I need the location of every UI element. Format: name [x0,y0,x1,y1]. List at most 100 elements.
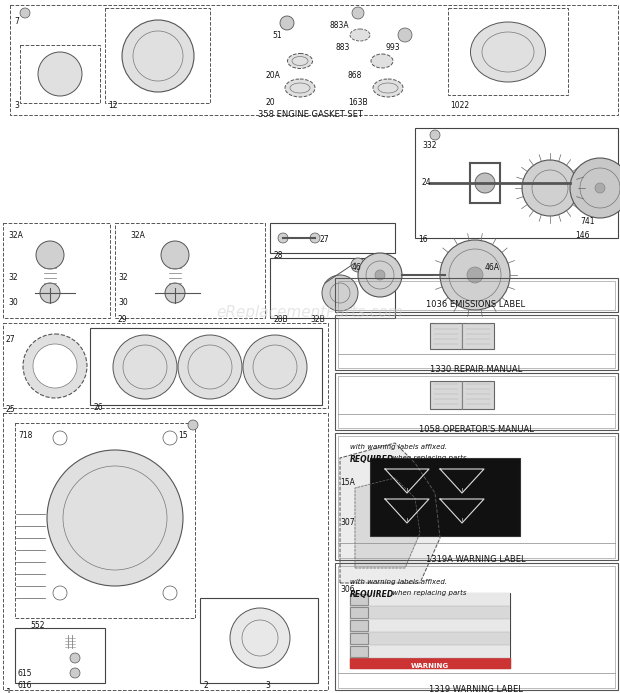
Ellipse shape [471,22,546,82]
Bar [15,423,195,618]
Text: 16: 16 [418,235,428,244]
Text: 146: 146 [575,231,590,240]
Circle shape [230,608,290,668]
Text: 46A: 46A [485,263,500,272]
Text: 718: 718 [18,431,32,440]
Text: 30: 30 [118,298,128,307]
Bar [338,281,615,310]
Ellipse shape [285,79,315,97]
Text: 15: 15 [178,431,188,440]
Bar [200,598,318,683]
Circle shape [430,130,440,140]
Text: 307: 307 [340,518,355,527]
Bar [335,373,618,430]
Text: 12: 12 [108,101,118,110]
Circle shape [475,173,495,193]
Circle shape [570,158,620,218]
Circle shape [165,283,185,303]
Circle shape [23,334,87,398]
Bar [335,433,618,560]
Circle shape [440,240,510,310]
Text: 552: 552 [30,621,45,630]
Bar [350,594,368,605]
Bar [350,658,510,668]
Polygon shape [355,478,420,568]
Text: 20A: 20A [265,71,280,80]
Text: 29: 29 [118,315,128,324]
Text: 868: 868 [348,71,362,80]
Circle shape [70,668,80,678]
Text: WARNING: WARNING [411,663,449,669]
Bar [90,328,322,405]
Text: REQUIRED: REQUIRED [350,590,394,599]
Bar [448,8,568,95]
Text: 615: 615 [18,669,32,678]
Bar [105,8,210,103]
Circle shape [161,241,189,269]
Bar [335,315,618,370]
Text: 15A: 15A [340,478,355,487]
Bar [20,45,100,103]
Circle shape [280,16,294,30]
Circle shape [38,52,82,96]
Text: 20: 20 [265,98,275,107]
Circle shape [375,505,385,515]
Bar [270,258,395,318]
Bar [338,376,615,428]
Text: 332: 332 [422,141,436,150]
Ellipse shape [350,29,370,41]
Text: 51: 51 [272,31,281,40]
Circle shape [351,258,365,272]
Bar [350,633,368,644]
Text: 1036 EMISSIONS LABEL: 1036 EMISSIONS LABEL [427,300,526,309]
Bar [350,593,510,668]
Bar [3,223,110,318]
Bar [335,563,618,690]
Bar [115,223,265,318]
Text: 993: 993 [385,43,400,52]
Circle shape [310,233,320,243]
Circle shape [375,270,385,280]
Text: 358 ENGINE GASKET SET: 358 ENGINE GASKET SET [257,110,363,119]
Text: with warning labels affixed.: with warning labels affixed. [350,444,447,450]
Circle shape [467,267,483,283]
Bar [338,436,615,558]
Bar [430,323,462,349]
Bar [350,645,510,658]
Text: 306: 306 [340,585,355,594]
Circle shape [36,241,64,269]
Text: 741: 741 [580,217,595,226]
Text: 27: 27 [6,335,16,344]
Text: eReplacementParts.com: eReplacementParts.com [216,306,404,320]
Text: 616: 616 [18,681,32,690]
Bar [350,606,510,619]
Text: 32B: 32B [310,315,325,324]
Circle shape [33,344,77,388]
Bar [350,620,368,631]
Bar [3,323,328,408]
Circle shape [522,160,578,216]
Circle shape [595,183,605,193]
Circle shape [243,335,307,399]
Polygon shape [340,443,440,583]
Text: 3: 3 [265,681,270,690]
Text: when replacing parts: when replacing parts [390,455,466,461]
Bar [3,413,328,690]
Text: 24: 24 [422,178,432,187]
Bar [350,646,368,657]
Text: !: ! [461,488,463,494]
Ellipse shape [371,54,393,68]
Circle shape [178,335,242,399]
Text: 32: 32 [118,273,128,282]
Bar [370,458,520,536]
Circle shape [375,466,385,476]
Text: 883: 883 [335,43,350,52]
Text: 1330 REPAIR MANUAL: 1330 REPAIR MANUAL [430,365,522,374]
Ellipse shape [288,53,312,69]
Text: 1022: 1022 [450,101,469,110]
Text: 1319 WARNING LABEL: 1319 WARNING LABEL [429,685,523,693]
Bar [350,593,510,606]
Circle shape [352,7,364,19]
Text: !: ! [405,518,409,524]
Bar [430,381,462,409]
